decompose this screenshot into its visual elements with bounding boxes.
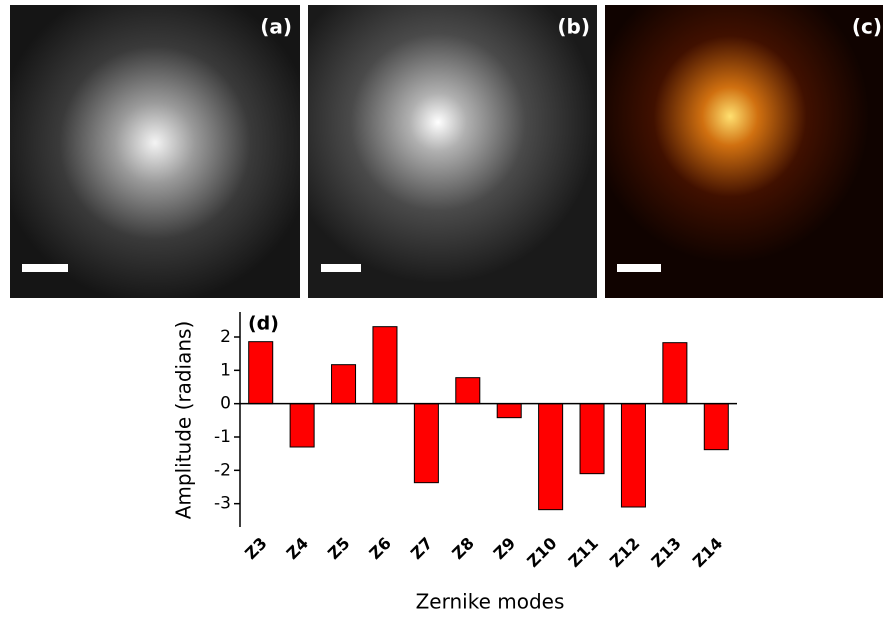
bar: [249, 342, 273, 404]
scale-bar: [617, 264, 661, 272]
panel-a: (a): [10, 5, 300, 298]
bar: [290, 404, 314, 447]
y-axis-label: Amplitude (radians): [172, 321, 196, 520]
bar: [580, 404, 604, 474]
x-tick-label: Z11: [565, 534, 602, 571]
bar: [456, 378, 480, 404]
panel-label: (b): [557, 15, 590, 39]
scale-bar: [321, 264, 361, 272]
image-a: [10, 5, 300, 298]
bar: [332, 365, 356, 404]
x-tick-label: Z8: [448, 534, 478, 564]
image-c: [605, 5, 883, 298]
bar: [621, 404, 645, 507]
y-tick-label: -1: [214, 427, 231, 447]
x-tick-label: Z3: [241, 534, 271, 564]
panel-b: (b): [308, 5, 597, 298]
figure: (a) (b) (c) (d) Zernike modes Amplitude …: [0, 0, 883, 617]
bar: [373, 327, 397, 404]
y-tick-label: -3: [214, 494, 231, 514]
bar: [704, 404, 728, 450]
panel-label: (c): [852, 15, 882, 39]
x-tick-label: Z13: [647, 534, 684, 571]
y-tick-label: 2: [220, 327, 231, 347]
x-tick-label: Z6: [365, 534, 395, 564]
scale-bar: [22, 264, 68, 272]
x-tick-label: Z4: [283, 534, 313, 564]
y-tick-label: 1: [220, 360, 231, 380]
y-tick-label: -2: [214, 460, 231, 480]
x-tick-label: Z14: [689, 534, 726, 571]
bar-chart: (d) Zernike modes Amplitude (radians) -3…: [172, 312, 738, 614]
panel-c: (c): [605, 5, 883, 298]
panel-label: (a): [260, 15, 292, 39]
x-tick-label: Z9: [490, 534, 520, 564]
x-tick-label: Z12: [606, 534, 643, 571]
bar: [663, 343, 687, 404]
y-tick-label: 0: [220, 394, 231, 414]
bar: [497, 404, 521, 418]
bar: [539, 404, 563, 510]
x-axis-label: Zernike modes: [416, 590, 565, 614]
x-tick-label: Z7: [407, 534, 437, 564]
x-tick-label: Z5: [324, 534, 354, 564]
panel-label: (d): [248, 313, 279, 335]
bar: [414, 404, 438, 483]
x-tick-label: Z10: [523, 534, 560, 571]
image-b: [308, 5, 597, 298]
